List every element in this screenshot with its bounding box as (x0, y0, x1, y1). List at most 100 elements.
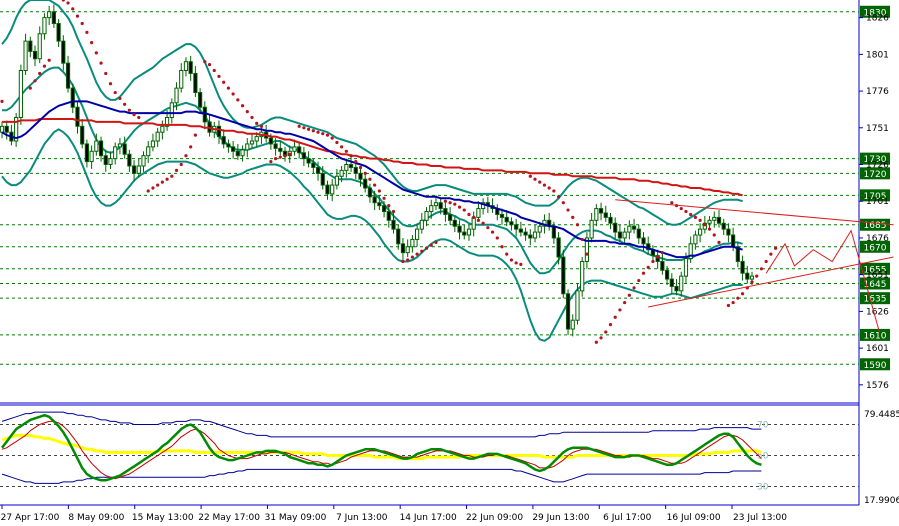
candle-body (226, 143, 231, 148)
psar-dot (349, 154, 353, 158)
candle-body (613, 222, 618, 233)
psar-dot (759, 267, 764, 271)
psar-dot (448, 201, 452, 205)
psar-dot (71, 7, 75, 11)
candle-body (745, 272, 750, 280)
y-tick-label: 1626 (866, 307, 889, 317)
psar-dot (80, 21, 84, 26)
candle-body (245, 143, 250, 151)
candle-body (504, 216, 509, 223)
psar-dot (604, 330, 608, 334)
psar-dot (509, 258, 514, 262)
candle-body (127, 153, 132, 167)
psar-dot (146, 189, 150, 193)
ma-slow-line (2, 118, 743, 197)
psar-dot (363, 171, 367, 175)
psar-dot (38, 71, 42, 76)
psar-dot (552, 189, 556, 193)
candle-body (174, 87, 179, 104)
candle-body (457, 225, 462, 233)
level-label: 1830 (864, 8, 887, 18)
psar-dot (594, 340, 598, 344)
candle-body (400, 243, 406, 254)
candle-body (424, 211, 429, 221)
candle-body (523, 231, 528, 236)
candle-body (4, 125, 9, 133)
psar-dot (490, 230, 495, 234)
psar-dot (755, 274, 759, 278)
psar-dot (514, 261, 518, 265)
candle-body (565, 293, 571, 330)
candle-body (51, 11, 56, 25)
candle-body (448, 213, 453, 221)
candle-body (150, 140, 156, 148)
candle-body (363, 178, 368, 189)
candle-body (561, 256, 566, 295)
candle-body (476, 208, 481, 218)
candle-body (731, 234, 736, 248)
candle-body (216, 125, 222, 138)
x-tick-label: 16 Jul 09:00 (667, 513, 721, 523)
psar-dot (160, 180, 164, 184)
candle-body (712, 216, 717, 221)
psar-dot (443, 199, 447, 203)
candle-body (726, 228, 731, 236)
psar-dot (170, 174, 174, 178)
psar-dot (476, 218, 481, 222)
candle-body (18, 70, 23, 119)
level-label: 1720 (864, 170, 887, 180)
psar-dot (203, 60, 207, 64)
psar-dot (344, 149, 348, 153)
psar-dot (415, 252, 419, 256)
candle-body (122, 143, 127, 155)
x-tick-label: 7 Jun 13:00 (336, 513, 388, 523)
channel-lower-line (648, 256, 894, 308)
osc-min-label: 17.9906 (864, 496, 899, 506)
osc-band-upper-line (1, 411, 762, 438)
candle-body (98, 140, 104, 157)
candle-body (499, 213, 505, 218)
psar-dot (707, 227, 712, 231)
candle-body (514, 224, 519, 230)
x-tick-label: 29 Jun 13:00 (532, 513, 589, 523)
psar-dot (457, 205, 462, 209)
level-badge (860, 240, 890, 253)
psar-dot (174, 168, 179, 172)
psar-dot (184, 154, 188, 158)
psar-dot (90, 40, 94, 45)
x-tick-label: 31 May 09:00 (265, 513, 327, 523)
psar-dot (434, 240, 438, 244)
candle-body (627, 225, 632, 233)
candle-body (594, 208, 599, 221)
candle-body (528, 234, 533, 239)
psar-dot (283, 154, 287, 158)
candle-body (358, 172, 363, 180)
candle-body (386, 211, 391, 221)
psar-dot (132, 112, 136, 117)
x-tick-label: 23 Jul 13:00 (733, 513, 787, 523)
psar-dot (250, 115, 254, 120)
psar-dot (137, 115, 141, 120)
x-tick-label: 8 May 09:00 (68, 513, 124, 523)
candle-body (622, 231, 627, 239)
level-badge (860, 5, 890, 18)
candle-body (136, 165, 141, 174)
psar-dot (33, 79, 37, 83)
candle-body (268, 137, 273, 145)
candle-body (320, 172, 325, 186)
candle-body (306, 158, 311, 164)
level-label: 1655 (864, 265, 887, 275)
psar-dot (538, 180, 542, 184)
psar-dot (231, 92, 235, 96)
candle-body (551, 225, 556, 239)
candle-body (42, 17, 47, 35)
candle-body (641, 237, 646, 245)
candle-body (452, 219, 457, 227)
psar-dot (500, 245, 504, 249)
candle-body (617, 231, 623, 239)
psar-dot (627, 293, 631, 297)
candle-body (735, 246, 740, 262)
level-label: 1730 (864, 155, 887, 165)
psar-dot (542, 183, 547, 187)
